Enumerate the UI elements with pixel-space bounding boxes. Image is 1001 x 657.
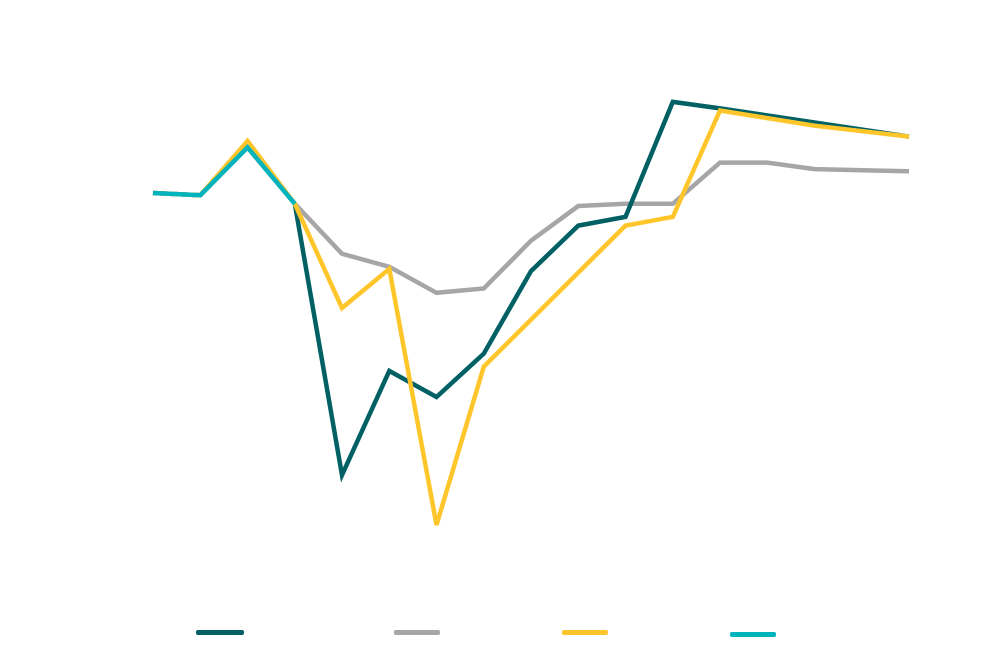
legend-swatch-series-4 [730,631,776,637]
series-layer [152,99,910,526]
legend-item-series-3 [562,620,616,644]
series-line-3 [152,108,910,526]
legend [0,620,1001,644]
series-line-4 [152,144,297,206]
legend-swatch-series-2 [394,629,440,635]
legend-swatch-series-3 [562,629,608,635]
series-line-1 [152,99,910,483]
legend-item-series-1 [196,620,252,644]
legend-swatch-series-1 [196,629,244,635]
legend-item-series-4 [730,622,784,646]
legend-item-series-2 [394,620,448,644]
